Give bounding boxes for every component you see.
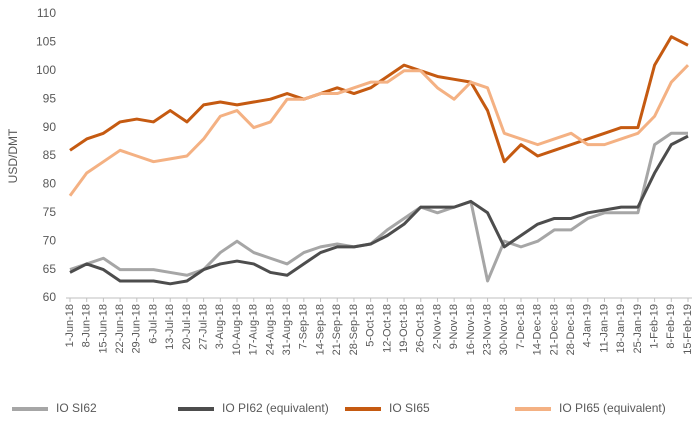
x-tick-label: 1-Jun-18 (64, 304, 76, 347)
x-tick-label: 4-Jan-19 (582, 304, 594, 347)
x-tick-label: 31-Aug-18 (281, 304, 293, 355)
x-tick-label: 17-Aug-18 (248, 304, 260, 355)
y-tick-label: 110 (37, 6, 56, 20)
x-tick-label: 13-Jul-18 (164, 304, 176, 350)
series-line (69, 131, 688, 283)
x-tick-label: 25-Jan-19 (632, 304, 644, 354)
series-line (69, 35, 689, 164)
x-tick-label: 16-Nov-18 (465, 304, 477, 355)
y-axis-label: USD/DMT (6, 128, 20, 183)
x-tick-label: 18-Jan-19 (615, 304, 627, 354)
series-line (68, 64, 690, 197)
x-tick-label: 7-Dec-18 (515, 304, 527, 349)
x-tick-label: 30-Nov-18 (498, 304, 510, 355)
x-tick-label: 19-Oct-18 (398, 304, 410, 353)
x-tick-label: 8-Jun-18 (81, 304, 93, 347)
y-tick-label: 90 (43, 120, 57, 134)
x-tick-label: 12-Oct-18 (381, 304, 393, 353)
series-line (69, 134, 689, 286)
x-tick-label: 22-Jun-18 (114, 304, 126, 354)
x-tick-label: 21-Sep-18 (331, 304, 343, 355)
x-tick-label: 11-Jan-19 (598, 304, 610, 353)
legend-label: IO PI62 (equivalent) (222, 401, 329, 415)
x-tick-label: 8-Feb-19 (665, 304, 677, 349)
y-tick-label: 80 (43, 177, 57, 191)
legend-label: IO PI65 (equivalent) (559, 401, 666, 415)
y-tick-label: 70 (43, 233, 57, 247)
x-tick-label: 14-Sep-18 (314, 304, 326, 355)
x-tick-label: 2-Nov-18 (431, 304, 443, 349)
legend-label: IO SI65 (389, 401, 430, 415)
x-tick-label: 28-Dec-18 (565, 304, 577, 355)
y-tick-label: 75 (43, 205, 57, 219)
x-tick-label: 5-Oct-18 (365, 304, 377, 347)
x-tick-label: 29-Jun-18 (131, 304, 143, 354)
y-tick-label: 85 (43, 148, 57, 162)
y-tick-label: 60 (43, 290, 57, 304)
x-tick-label: 23-Nov-18 (481, 304, 493, 355)
x-tick-label: 21-Dec-18 (548, 304, 560, 355)
x-tick-label: 20-Jul-18 (181, 304, 193, 350)
x-tick-label: 14-Dec-18 (532, 304, 544, 355)
y-tick-label: 100 (36, 63, 56, 77)
x-tick-label: 15-Jun-18 (97, 304, 109, 354)
legend-label: IO SI62 (56, 401, 97, 415)
x-tick-label: 26-Oct-18 (415, 304, 427, 353)
x-tick-label: 1-Feb-19 (649, 304, 661, 349)
y-tick-label: 105 (36, 35, 56, 49)
y-tick-label: 95 (43, 91, 57, 105)
x-tick-label: 10-Aug-18 (231, 304, 243, 355)
y-tick-label: 65 (43, 262, 57, 276)
x-tick-label: 28-Sep-18 (348, 304, 360, 355)
x-tick-label: 24-Aug-18 (264, 304, 276, 355)
x-tick-label: 7-Sep-18 (298, 304, 310, 349)
x-tick-label: 15-Feb-19 (682, 304, 693, 355)
x-tick-label: 3-Aug-18 (214, 304, 226, 349)
x-tick-label: 9-Nov-18 (448, 304, 460, 349)
x-tick-label: 27-Jul-18 (198, 304, 210, 350)
x-tick-label: 6-Jul-18 (147, 304, 159, 344)
